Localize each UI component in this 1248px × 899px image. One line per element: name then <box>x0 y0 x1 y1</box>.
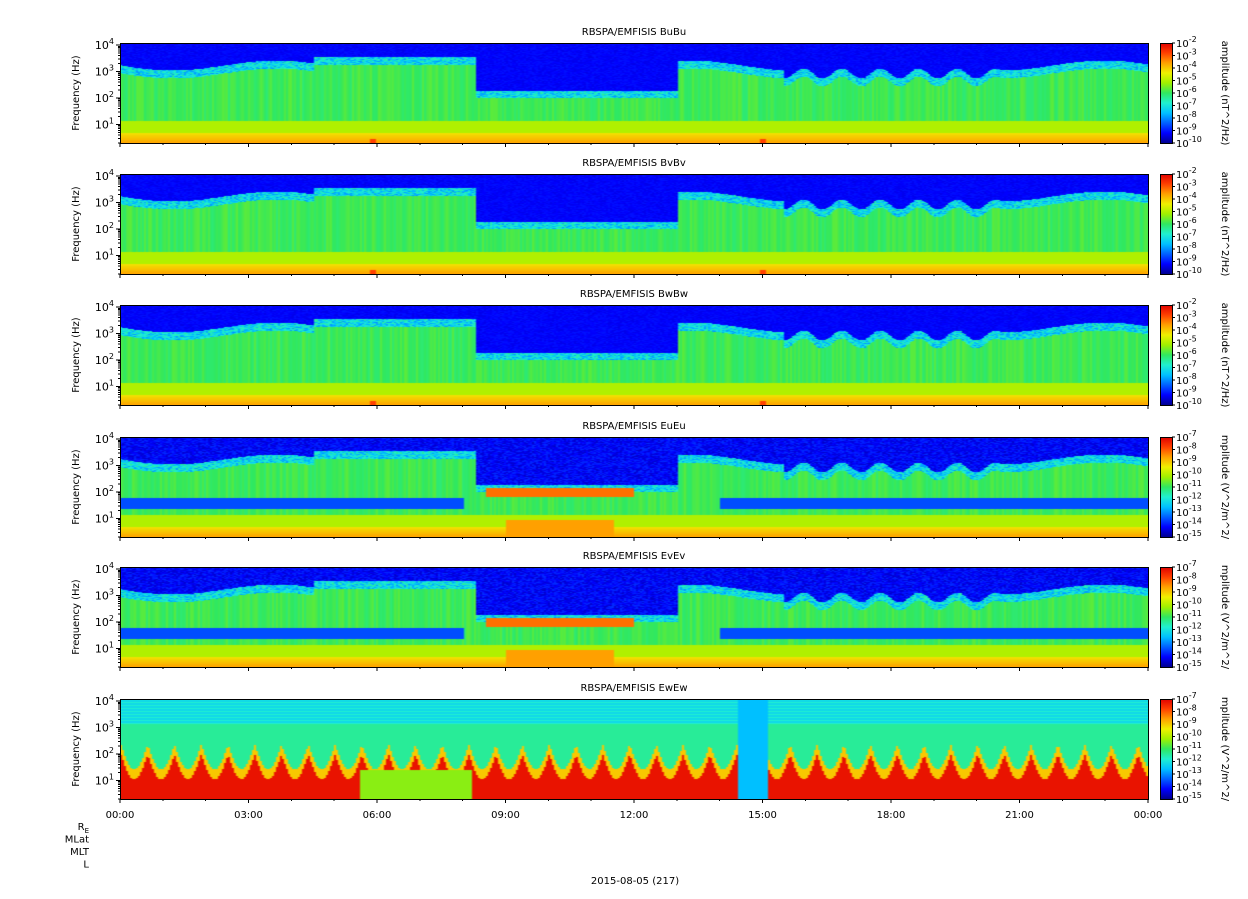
y-axis-label: Frequency (Hz) <box>71 711 82 787</box>
y-tick-label: 103 <box>95 195 114 210</box>
spectrogram-panel: RBSPA/EMFISIS EwEw 101 102 103 104 Frequency … <box>71 683 1230 806</box>
panel-title: RBSPA/EMFISIS EuEu <box>582 421 685 432</box>
colorbar-label: mplitude (V^2/m^2/ <box>1219 435 1230 540</box>
y-tick-label: 101 <box>95 116 114 131</box>
panel-title: RBSPA/EMFISIS BwBw <box>580 289 688 300</box>
y-tick-label: 102 <box>95 221 114 236</box>
colorbar-label: mplitude (V^2/m^2/ <box>1219 697 1230 802</box>
y-tick-label: 101 <box>95 510 114 525</box>
y-tick-label: 104 <box>95 693 114 708</box>
spectrogram-panel: RBSPA/EMFISIS BwBw 101 102 103 104 Frequency … <box>71 289 1230 412</box>
y-tick-label: 102 <box>95 90 114 105</box>
spectrogram-image <box>120 174 1148 274</box>
x-tick-label: 00:00 <box>106 810 135 821</box>
time-axis: 00:00 03:00 06:00 09:00 12:00 15:00 18:00 21:00… <box>65 810 1163 887</box>
spectrogram-image <box>120 305 1148 405</box>
x-tick-label: 03:00 <box>234 810 263 821</box>
y-axis-label: Frequency (Hz) <box>71 186 82 262</box>
panel-title: RBSPA/EMFISIS BvBv <box>582 158 686 169</box>
y-tick-label: 104 <box>95 37 114 52</box>
y-axis-label: Frequency (Hz) <box>71 449 82 525</box>
x-tick-label: 18:00 <box>877 810 906 821</box>
colorbar <box>1160 699 1172 799</box>
y-tick-label: 104 <box>95 168 114 183</box>
spectrogram-image <box>120 43 1148 143</box>
spectrogram-panel: RBSPA/EMFISIS BuBu 101 102 103 104 Frequency … <box>71 27 1230 150</box>
y-tick-label: 101 <box>95 247 114 262</box>
x-tick-label: 12:00 <box>620 810 649 821</box>
x-tick-label: 21:00 <box>1005 810 1034 821</box>
y-tick-label: 101 <box>95 378 114 393</box>
panel-title: RBSPA/EMFISIS EvEv <box>583 551 686 562</box>
colorbar-label: amplitude (nT^2/Hz) <box>1219 303 1230 408</box>
colorbar <box>1160 437 1172 537</box>
colorbar <box>1160 174 1172 274</box>
colorbar-label: amplitude (nT^2/Hz) <box>1219 172 1230 277</box>
spectrogram-panel: RBSPA/EMFISIS BvBv 101 102 103 104 Frequency … <box>71 158 1230 281</box>
y-tick-label: 101 <box>95 640 114 655</box>
x-tick-label: 15:00 <box>748 810 777 821</box>
y-tick-label: 102 <box>95 484 114 499</box>
ephemeris-row-label: RE <box>78 822 89 835</box>
y-tick-label: 104 <box>95 561 114 576</box>
y-tick-label: 104 <box>95 299 114 314</box>
spectrogram-panel: RBSPA/EMFISIS EuEu 101 102 103 104 Frequency … <box>71 421 1230 544</box>
x-tick-label: 06:00 <box>363 810 392 821</box>
panel-title: RBSPA/EMFISIS BuBu <box>582 27 686 38</box>
panels-group: RBSPA/EMFISIS BuBu 101 102 103 104 Frequency … <box>71 27 1230 806</box>
y-tick-label: 104 <box>95 431 114 446</box>
ephemeris-row-label: MLat <box>65 835 89 846</box>
y-axis-label: Frequency (Hz) <box>71 317 82 393</box>
y-tick-label: 103 <box>95 720 114 735</box>
y-tick-label: 102 <box>95 614 114 629</box>
x-tick-label: 00:00 <box>1134 810 1163 821</box>
y-tick-label: 103 <box>95 588 114 603</box>
spectrogram-image <box>120 567 1148 667</box>
y-tick-label: 101 <box>95 772 114 787</box>
colorbar-label: amplitude (nT^2/Hz) <box>1219 41 1230 146</box>
y-tick-label: 103 <box>95 326 114 341</box>
spectrogram-panel: RBSPA/EMFISIS EvEv 101 102 103 104 Frequency … <box>71 551 1230 674</box>
y-tick-label: 103 <box>95 64 114 79</box>
panel-title: RBSPA/EMFISIS EwEw <box>580 683 687 694</box>
colorbar <box>1160 43 1172 143</box>
y-tick-label: 102 <box>95 352 114 367</box>
spectrogram-image <box>120 699 1148 799</box>
y-axis-label: Frequency (Hz) <box>71 55 82 131</box>
y-tick-label: 103 <box>95 458 114 473</box>
y-axis-label: Frequency (Hz) <box>71 579 82 655</box>
x-tick-label: 09:00 <box>491 810 520 821</box>
ephemeris-row-label: MLT <box>70 847 90 858</box>
ephemeris-row-label: L <box>83 860 89 871</box>
y-tick-label: 102 <box>95 746 114 761</box>
colorbar <box>1160 567 1172 667</box>
colorbar <box>1160 305 1172 405</box>
date-label: 2015-08-05 (217) <box>591 876 679 887</box>
spectrogram-image <box>120 437 1148 537</box>
colorbar-label: mplitude (V^2/m^2/ <box>1219 565 1230 670</box>
